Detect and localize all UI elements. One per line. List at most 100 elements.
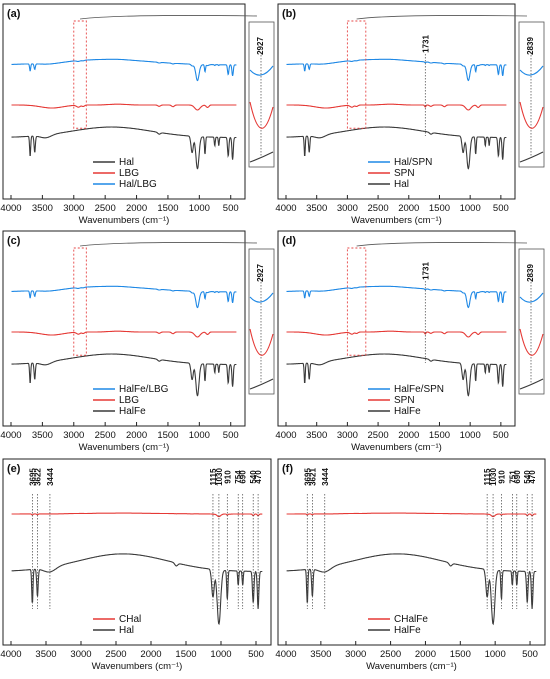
inset-curve (519, 151, 544, 163)
peak-label: 470 (528, 470, 537, 484)
peak-label: 690 (513, 470, 522, 484)
legend-label: HalFe (119, 406, 146, 417)
panel-label: (c) (7, 235, 21, 247)
peak-label: 1115 (483, 468, 492, 485)
peak-label: 3622 (33, 468, 42, 486)
x-tick-label: 3000 (345, 649, 366, 660)
x-tick-label: 2500 (368, 203, 389, 214)
series-line (286, 58, 507, 82)
peak-label: 1030 (489, 468, 498, 486)
inset-curve (519, 65, 544, 76)
x-tick-label: 3000 (337, 203, 358, 214)
series-line (286, 103, 507, 111)
legend-label: HalFe/SPN (394, 384, 444, 395)
chart-panel-c: 4000 3500 3000 2500 2000 1500 1000 500 Wavenumbe… (0, 230, 275, 453)
x-tick-label: 1500 (450, 649, 471, 660)
plot-frame (277, 230, 516, 427)
peak-label: 3695 (28, 468, 37, 486)
highlight-region (346, 20, 367, 129)
x-tick-label: 2500 (368, 430, 389, 441)
x-tick-label: 1000 (210, 649, 231, 660)
series-line (286, 353, 507, 397)
series-line (11, 330, 237, 338)
series-line (11, 353, 237, 397)
x-tick-label: 4000 (275, 649, 296, 660)
x-tick-label: 500 (223, 430, 239, 441)
x-axis-label: Wavenumbers (cm⁻¹) (79, 215, 170, 226)
x-axis-label: Wavenumbers (cm⁻¹) (351, 442, 442, 453)
x-tick-label: 1500 (157, 430, 178, 441)
highlight-region (346, 247, 367, 356)
series-line (11, 126, 237, 170)
inset-curve (249, 292, 274, 303)
x-tick-label: 3500 (32, 430, 53, 441)
legend-label: LBG (119, 395, 139, 406)
peak-label: 910 (497, 470, 506, 484)
x-tick-label: 1000 (485, 649, 506, 660)
x-tick-label: 3500 (306, 203, 327, 214)
plot-frame (277, 3, 516, 200)
inset-curve (249, 328, 274, 356)
x-tick-label: 1000 (460, 203, 481, 214)
legend-label: HalFe/LBG (119, 384, 169, 395)
chart-panel-b: 4000 3500 3000 2500 2000 1500 1000 500 Wavenumbe… (275, 3, 545, 226)
peak-label: 690 (239, 470, 248, 484)
x-tick-label: 1500 (429, 430, 450, 441)
series-line (11, 553, 263, 626)
x-tick-label: 2000 (415, 649, 436, 660)
peak-label: 470 (254, 470, 263, 484)
inset-curve (519, 101, 544, 129)
highlight-region (73, 20, 87, 129)
peak-label: 754 (234, 470, 243, 484)
inset-curve (249, 151, 274, 163)
x-tick-label: 2500 (105, 649, 126, 660)
x-axis-label: Wavenumbers (cm⁻¹) (79, 442, 170, 453)
peak-label: 910 (223, 470, 232, 484)
series-line (11, 512, 263, 518)
x-tick-label: 500 (248, 649, 264, 660)
x-tick-label: 3500 (35, 649, 56, 660)
x-tick-label: 1000 (189, 203, 210, 214)
x-tick-label: 2500 (95, 430, 116, 441)
plot-frame (2, 3, 246, 200)
series-line (11, 103, 237, 111)
x-axis-label: Wavenumbers (cm⁻¹) (92, 661, 183, 672)
x-tick-label: 1000 (189, 430, 210, 441)
panel-label: (a) (7, 8, 21, 20)
peak-label: 540 (249, 470, 258, 484)
x-tick-label: 1500 (157, 203, 178, 214)
legend-label: Hal (119, 625, 134, 636)
x-tick-label: 2500 (95, 203, 116, 214)
zoom-arrow (356, 15, 528, 20)
panel-label: (f) (282, 463, 293, 475)
legend-label: HalFe (394, 406, 421, 417)
x-tick-label: 4000 (0, 649, 21, 660)
x-tick-label: 3500 (310, 649, 331, 660)
inset-curve (519, 378, 544, 390)
chart-panel-a: 4000 3500 3000 2500 2000 1500 1000 500 Wavenumbe… (0, 3, 275, 226)
zoom-arrow (80, 15, 258, 20)
peak-label: 1030 (215, 468, 224, 486)
peak-label: 3444 (321, 468, 330, 486)
zoom-inset (518, 21, 545, 168)
annotation-label: 1731 (421, 35, 430, 53)
inset-curve (249, 101, 274, 129)
x-axis-label: Wavenumbers (cm⁻¹) (366, 661, 457, 672)
x-tick-label: 3000 (70, 649, 91, 660)
peak-label: 3695 (303, 468, 312, 486)
inset-curve (519, 328, 544, 356)
series-line (286, 285, 507, 309)
x-tick-label: 4000 (0, 203, 21, 214)
chart-panel-f: 4000 3500 3000 2500 2000 1500 1000 500 Wavenumbe… (275, 458, 546, 672)
highlight-region (73, 247, 87, 356)
x-tick-label: 1500 (429, 203, 450, 214)
legend-label: SPN (394, 168, 415, 179)
x-tick-label: 500 (493, 430, 509, 441)
x-axis-label: Wavenumbers (cm⁻¹) (351, 215, 442, 226)
x-tick-label: 3500 (32, 203, 53, 214)
x-tick-label: 2000 (398, 203, 419, 214)
inset-peak-label: 2839 (526, 264, 535, 282)
series-line (286, 553, 537, 626)
legend-label: CHalFe (394, 614, 428, 625)
